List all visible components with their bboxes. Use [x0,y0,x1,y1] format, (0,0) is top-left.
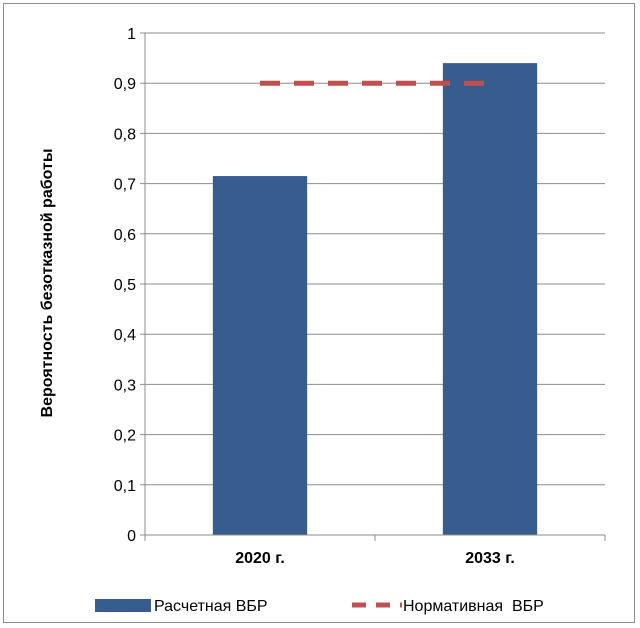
x-tick-label: 2033 г. [465,550,515,567]
axes [144,33,606,541]
y-tick-label: 0,4 [114,327,136,344]
y-tick-label: 1 [127,26,136,43]
y-tick-label: 0,7 [114,177,136,194]
legend: Расчетная ВБР Нормативная ВБР [95,598,544,615]
y-axis-label: Вероятность безотказной работы [39,149,56,418]
bars [212,63,538,536]
y-tick-label: 0,1 [114,478,136,495]
y-tick-label: 0,8 [114,126,136,143]
y-tick-label: 0,5 [114,277,136,294]
x-tick-label: 2020 г. [235,550,285,567]
y-tick-label: 0,2 [114,428,136,445]
legend-swatch-bar [95,599,151,612]
x-tick-labels: 2020 г. 2033 г. [235,550,515,567]
y-tick-label: 0,3 [114,377,136,394]
legend-label-bar: Расчетная ВБР [154,598,268,615]
y-tick-label: 0,9 [114,76,136,93]
y-tick-labels: 0 0,1 0,2 0,3 0,4 0,5 0,6 0,7 0,8 0,9 1 [114,26,136,545]
y-tick-label: 0 [127,528,136,545]
legend-label-line: Нормативная ВБР [403,598,544,615]
y-tick-label: 0,6 [114,227,136,244]
bar [442,63,538,536]
bar [212,176,308,535]
